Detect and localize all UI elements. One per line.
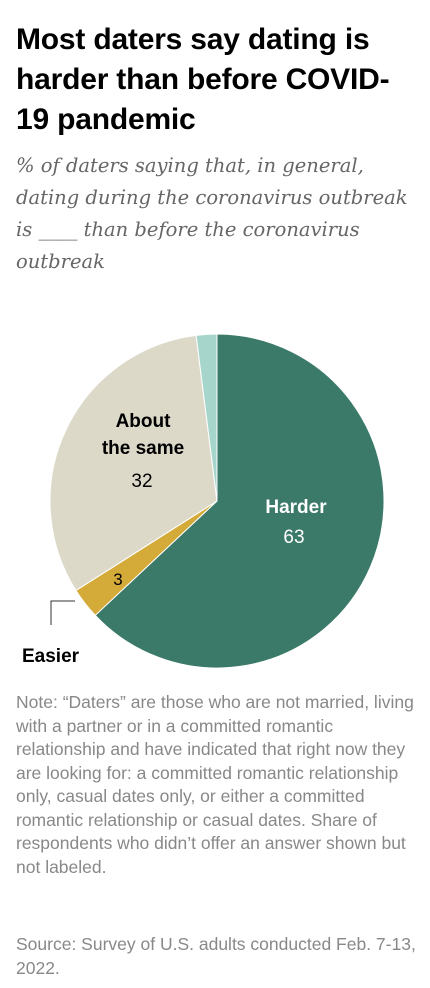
- easier-leader-line: [50, 600, 75, 625]
- pie-chart: Harder 63 About the same 32 3 Easier: [22, 333, 385, 669]
- chart-title: Most daters say dating is harder than be…: [16, 23, 390, 136]
- slice-label-harder: Harder: [265, 497, 327, 518]
- pie-slice-about-the-same: [49, 334, 218, 592]
- chart-subtitle: % of daters saying that, in general, dat…: [16, 154, 408, 273]
- slice-label-about-the-same-line2: the same: [102, 438, 184, 459]
- chart-note: Note: “Daters” are those who are not mar…: [16, 692, 414, 877]
- chart-source: Source: Survey of U.S. adults conducted …: [16, 934, 416, 978]
- slice-value-about-the-same: 32: [131, 471, 152, 492]
- slice-label-about-the-same-line1: About: [116, 411, 172, 432]
- slice-value-easier: 3: [113, 570, 122, 589]
- slice-label-easier: Easier: [22, 646, 80, 667]
- pie-slice-unlabeled: [195, 333, 218, 502]
- pie-slice-harder: [94, 333, 385, 669]
- slice-value-harder: 63: [283, 527, 304, 548]
